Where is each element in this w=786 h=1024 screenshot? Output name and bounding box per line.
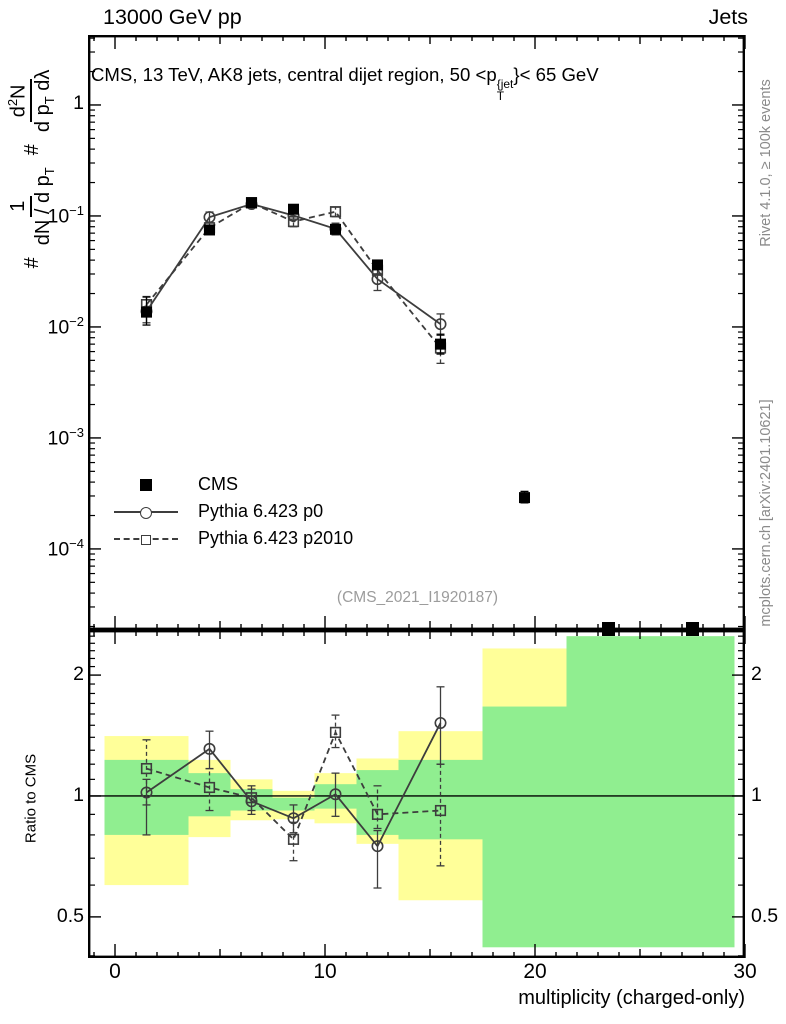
clipped-data-marker [686, 632, 700, 636]
plot-title-text-end: }< 65 GeV [513, 64, 599, 85]
uncertainty-band-green [272, 797, 315, 811]
legend-item-p0: Pythia 6.423 p0 [108, 498, 353, 525]
formula-hash-1: # [20, 257, 43, 269]
main-plot-panel [88, 35, 746, 630]
x-axis-title: multiplicity (charged-only) [518, 987, 745, 1009]
ratio-panel-border [88, 630, 745, 959]
clipped-data-marker [602, 622, 616, 630]
uncertainty-band-green [356, 770, 399, 835]
ratio-plot-panel [88, 630, 746, 959]
legend-label-p0: Pythia 6.423 p0 [198, 501, 324, 521]
analysis-id-watermark: (CMS_2021_I1920187) [336, 589, 499, 606]
x-axis-tick-label: 30 [733, 960, 757, 983]
formula-hash-2: # [20, 144, 43, 156]
main-y-tick-label: 10−2 [47, 313, 84, 339]
legend-label-cms: CMS [198, 474, 238, 494]
pt-subscript: T [496, 89, 505, 103]
pt-jet-scripts: {jet T [497, 78, 514, 102]
analysis-group-label: Jets [708, 5, 748, 29]
mcplots-arxiv-note: mcplots.cern.ch [arXiv:2401.10621] [758, 399, 774, 627]
x-axis-tick-label: 20 [523, 960, 547, 983]
uncertainty-band-green [566, 636, 735, 948]
ratio-y-tick-label-left: 1 [73, 783, 84, 806]
ratio-y-tick-label-right: 1 [751, 783, 762, 806]
ratio-y-tick-label-left: 0.5 [56, 904, 84, 927]
ratio-y-tick-label-right: 2 [751, 663, 762, 686]
legend: CMS Pythia 6.423 p0 Pythia 6.423 p2010 [108, 471, 353, 552]
ratio-y-tick-label-right: 0.5 [751, 904, 779, 927]
uncertainty-band-green [482, 706, 567, 948]
clipped-data-marker [602, 632, 616, 636]
main-y-tick-label: 10−4 [47, 535, 84, 561]
uncertainty-band-yellow [482, 648, 567, 707]
cms-marker-icon [108, 478, 184, 491]
x-axis-tick-label: 0 [109, 960, 121, 983]
main-y-tick-label: 1 [73, 91, 84, 114]
rivet-version-note: Rivet 4.1.0, ≥ 100k events [758, 79, 774, 247]
p0-marker-icon [108, 506, 184, 519]
x-axis-tick-label: 10 [313, 960, 337, 983]
ratio-y-tick-label-left: 2 [73, 663, 84, 686]
main-y-tick-label: 10−3 [47, 424, 84, 450]
plot-title: CMS, 13 TeV, AK8 jets, central dijet reg… [91, 64, 751, 102]
legend-label-p2010: Pythia 6.423 p2010 [198, 528, 354, 548]
main-y-tick-label: 10−1 [47, 202, 84, 228]
main-y-axis-title: # 1 dN / d pT # d2N d pT dλ [2, 38, 62, 298]
plot-title-text: CMS, 13 TeV, AK8 jets, central dijet reg… [91, 64, 497, 85]
legend-item-cms: CMS [108, 471, 353, 498]
p2010-marker-icon [108, 534, 184, 545]
main-panel-border [88, 35, 745, 630]
pt-superscript: {jet [496, 77, 514, 91]
legend-item-p2010: Pythia 6.423 p2010 [108, 525, 353, 552]
clipped-data-marker [686, 622, 700, 630]
beam-energy-label: 13000 GeV pp [103, 5, 242, 29]
